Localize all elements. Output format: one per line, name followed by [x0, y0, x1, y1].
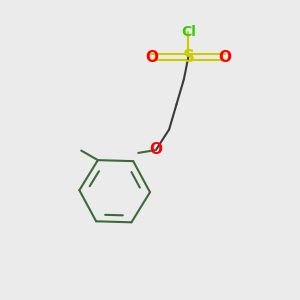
- Text: O: O: [145, 50, 158, 65]
- Text: Cl: Cl: [181, 25, 196, 39]
- Text: O: O: [149, 142, 162, 158]
- Text: S: S: [182, 48, 194, 66]
- Text: O: O: [219, 50, 232, 65]
